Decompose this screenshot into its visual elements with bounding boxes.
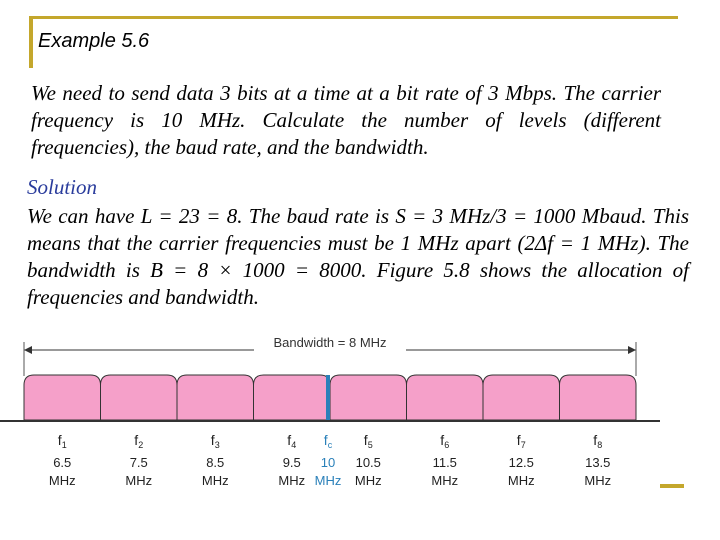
- frequency-unit: MHz: [202, 473, 229, 488]
- frequency-unit: MHz: [125, 473, 152, 488]
- frequency-band-4: [253, 374, 331, 421]
- frequency-label-7: f7 12.5 MHz: [508, 432, 535, 488]
- frequency-symbol: f6: [440, 432, 449, 450]
- frequency-value: 9.5: [283, 455, 301, 470]
- frequency-unit: MHz: [431, 473, 458, 488]
- title-frame-top: [29, 16, 678, 19]
- frequency-unit: MHz: [278, 473, 305, 488]
- frequency-value: 11.5: [433, 455, 457, 470]
- frequency-value: 7.5: [130, 455, 148, 470]
- frequency-symbol: f4: [287, 432, 296, 450]
- frequency-value: 13.5: [585, 455, 610, 470]
- frequency-band-1: [23, 374, 101, 421]
- corner-accent: [660, 484, 684, 488]
- problem-statement: We need to send data 3 bits at a time at…: [31, 81, 661, 159]
- bandwidth-label-bg: [254, 334, 406, 356]
- frequency-value: 6.5: [53, 455, 71, 470]
- frequency-symbol: f3: [211, 432, 220, 450]
- frequency-label-8: f8 13.5 MHz: [584, 432, 611, 488]
- bandwidth-label: Bandwidth = 8 MHz: [273, 335, 386, 350]
- frequency-label-1: f1 6.5 MHz: [49, 432, 76, 488]
- frequency-band-5: [329, 374, 407, 421]
- frequency-band-7: [482, 374, 560, 421]
- title-frame-left: [29, 16, 33, 68]
- frequency-band-6: [406, 374, 484, 421]
- frequency-unit: MHz: [355, 473, 382, 488]
- frequency-unit: MHz: [584, 473, 611, 488]
- frequency-unit: MHz: [508, 473, 535, 488]
- frequency-band-2: [100, 374, 178, 421]
- frequency-label-2: f2 7.5 MHz: [125, 432, 152, 488]
- frequency-unit: MHz: [315, 473, 342, 488]
- frequency-label-c: fc 10 MHz: [315, 432, 342, 488]
- frequency-symbol: f5: [364, 432, 373, 450]
- frequency-allocation-figure: Bandwidth = 8 MHz f1 6.5 MHz f2 7.5 MHz f3 8.5 M…: [0, 334, 660, 488]
- frequency-label-4: f4 9.5 MHz: [278, 432, 305, 488]
- solution-text: We can have L = 23 = 8. The baud rate is…: [27, 204, 689, 309]
- frequency-unit: MHz: [49, 473, 76, 488]
- frequency-value: 10.5: [356, 455, 381, 470]
- frequency-symbol: f7: [517, 432, 526, 450]
- example-title: Example 5.6: [38, 30, 150, 52]
- frequency-band-3: [176, 374, 254, 421]
- solution-heading: Solution: [27, 175, 98, 199]
- frequency-symbol: fc: [324, 432, 333, 450]
- frequency-label-5: f5 10.5 MHz: [355, 432, 382, 488]
- frequency-label-6: f6 11.5 MHz: [431, 432, 458, 488]
- frequency-value: 10: [321, 455, 335, 470]
- frequency-symbol: f1: [58, 432, 67, 450]
- frequency-value: 8.5: [206, 455, 224, 470]
- frequency-value: 12.5: [509, 455, 534, 470]
- frequency-symbol: f8: [593, 432, 602, 450]
- frequency-label-3: f3 8.5 MHz: [202, 432, 229, 488]
- bandwidth-arrow-right-head: [628, 346, 636, 354]
- frequency-symbol: f2: [134, 432, 143, 450]
- bandwidth-arrow-left-head: [24, 346, 32, 354]
- frequency-band-8: [559, 374, 637, 421]
